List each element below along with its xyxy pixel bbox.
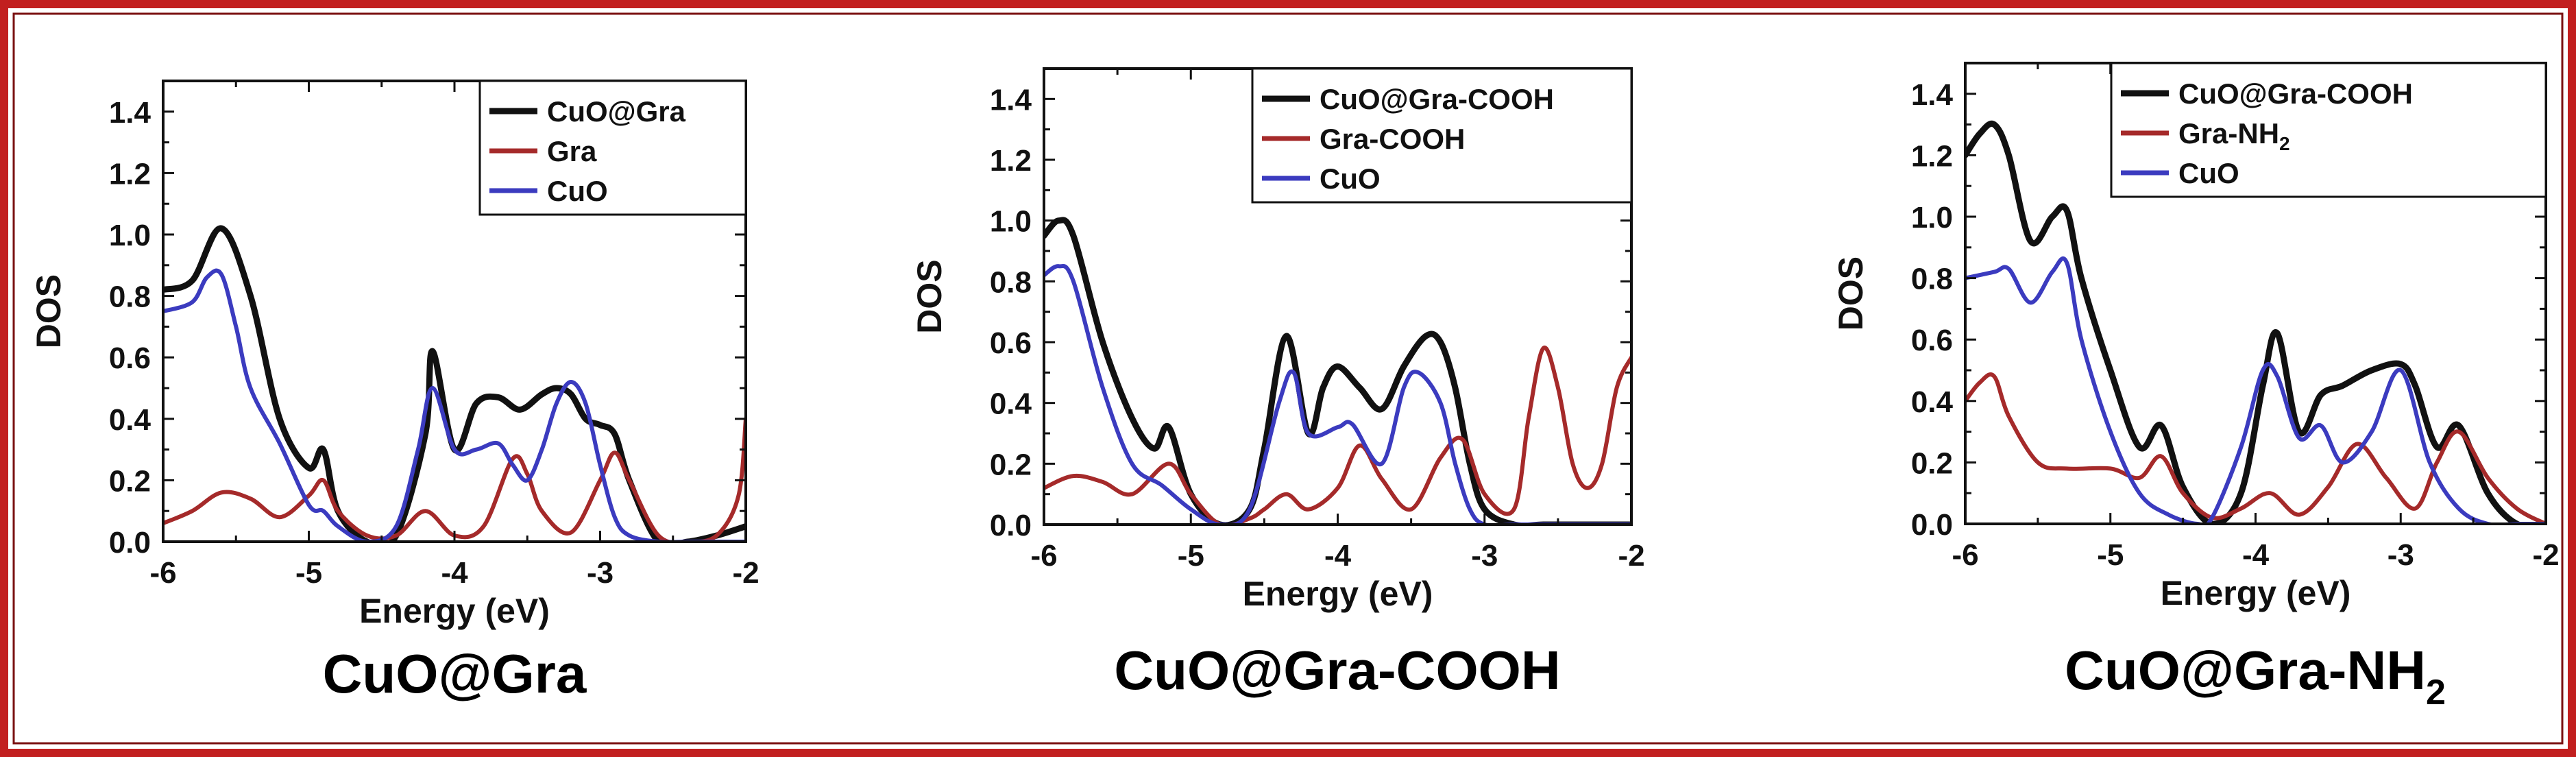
y-tick-label: 0.2	[109, 464, 151, 498]
y-tick-label: 1.4	[109, 96, 151, 130]
y-tick-label: 1.2	[1911, 139, 1953, 173]
chart-panel-3: -6 -5 -4 -3 -2 0.0 0.2 0.4 0.6 0.8 1.0 1.2 1.4 Energy…	[1832, 62, 2560, 712]
legend: CuO@Gra-COOH Gra-COOH CuO	[1251, 67, 1633, 204]
legend-entry: CuO@Gra-COOH	[1320, 83, 1554, 115]
y-tick-label: 1.2	[109, 157, 151, 191]
y-tick-label: 1.0	[990, 205, 1032, 239]
panel-caption: CuO@Gra	[323, 643, 587, 704]
series-line-1	[1044, 217, 1631, 525]
legend-entry: Gra	[547, 135, 597, 167]
x-tick-label: -4	[1324, 539, 1352, 573]
legend-entry: Gra-NH2	[2178, 117, 2290, 154]
legend-entry: CuO@Gra	[547, 95, 686, 128]
x-tick-label: -2	[1618, 539, 1644, 573]
y-tick-label: 0.8	[109, 280, 151, 314]
series-lines	[1044, 217, 1631, 525]
legend-subscript: 2	[2279, 133, 2290, 154]
y-axis-label: DOS	[1832, 256, 1870, 331]
legend-entry: CuO	[1320, 163, 1381, 195]
y-tick-label: 0.4	[990, 387, 1032, 421]
y-tick-label: 1.4	[990, 83, 1032, 117]
y-tick-label: 1.0	[109, 219, 151, 252]
x-tick-label: -6	[1952, 538, 1978, 572]
y-tick-label: 0.8	[1911, 263, 1953, 296]
y-tick-label: 0.6	[1911, 324, 1953, 357]
x-axis-label: Energy (eV)	[359, 592, 550, 630]
y-tick-label: 0.0	[1911, 508, 1953, 542]
y-tick-label: 0.8	[990, 265, 1032, 299]
legend-box	[2110, 62, 2547, 198]
x-tick-label: -6	[1030, 539, 1057, 573]
x-tick-label: -4	[441, 556, 468, 590]
legend-entry: Gra-COOH	[1320, 123, 1465, 155]
series-line-3	[163, 268, 746, 542]
y-tick-label: 0.6	[990, 326, 1032, 360]
series-line-3	[1044, 264, 1631, 525]
x-tick-label: -6	[149, 556, 176, 590]
series-lines	[163, 225, 746, 542]
y-tick-label: 0.0	[109, 526, 151, 560]
x-tick-label: -2	[2532, 538, 2559, 572]
series-line-3	[1965, 256, 2546, 524]
series-line-2	[1044, 346, 1631, 525]
y-tick-label: 0.6	[109, 341, 151, 375]
y-tick-label: 1.0	[1911, 201, 1953, 235]
y-axis-label: DOS	[29, 274, 68, 348]
y-tick-label: 0.2	[990, 448, 1032, 481]
x-tick-label: -5	[2097, 538, 2124, 572]
inner-border	[12, 12, 2564, 745]
legend-entry: CuO	[2178, 157, 2239, 189]
y-tick-label: 0.2	[1911, 446, 1953, 480]
x-tick-label: -2	[732, 556, 759, 590]
panel-caption: CuO@Gra-COOH	[1114, 640, 1560, 701]
legend-entry: CuO@Gra-COOH	[2178, 77, 2413, 110]
x-tick-label: -3	[1471, 539, 1498, 573]
x-axis-label: Energy (eV)	[1243, 575, 1433, 613]
y-tick-label: 0.0	[990, 509, 1032, 542]
x-tick-label: -3	[2387, 538, 2414, 572]
series-line-1	[1965, 120, 2546, 524]
panel-caption: CuO@Gra-NH2	[2065, 640, 2446, 712]
legend: CuO@Gra Gra CuO	[478, 80, 747, 216]
x-tick-label: -5	[1178, 539, 1204, 573]
y-tick-label: 1.4	[1911, 78, 1954, 112]
series-line-2	[1965, 372, 2546, 524]
y-tick-label: 0.4	[1911, 385, 1954, 419]
legend-box	[1251, 67, 1633, 204]
x-tick-label: -3	[587, 556, 613, 590]
x-axis-label: Energy (eV)	[2161, 574, 2351, 612]
x-tick-label: -4	[2242, 538, 2270, 572]
chart-panel-2: -6 -5 -4 -3 -2 0.0 0.2 0.4 0.6 0.8 1.0 1.2 1.4 Energy…	[910, 67, 1645, 701]
x-tick-label: -5	[295, 556, 322, 590]
y-axis-label: DOS	[910, 259, 949, 333]
series-line-2	[163, 416, 746, 542]
y-tick-label: 0.4	[109, 403, 151, 437]
legend-entry: CuO	[547, 175, 608, 207]
y-tick-label: 1.2	[990, 144, 1032, 178]
series-lines	[1965, 120, 2546, 524]
chart-panel-1: -6 -5 -4 -3 -2 0.0 0.2 0.4 0.6 0.8 1.0 1.2 1.4 Energy…	[29, 80, 760, 704]
caption-subscript: 2	[2426, 673, 2446, 712]
